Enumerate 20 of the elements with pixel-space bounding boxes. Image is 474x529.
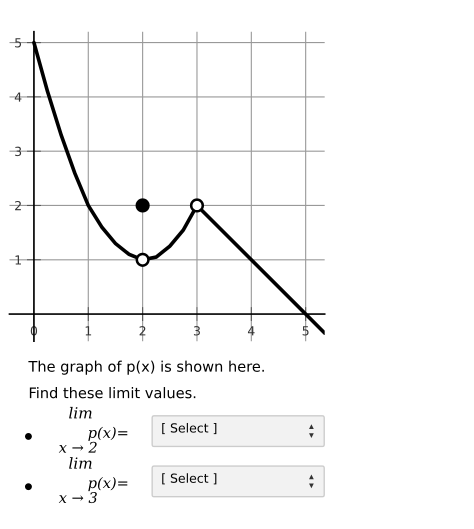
text: [ Select ] <box>162 473 216 484</box>
y-tick-label: 3 <box>15 146 22 156</box>
text: p(x)= <box>88 476 128 492</box>
text: x → 2 <box>58 442 97 453</box>
text: x → 3 <box>58 492 97 504</box>
text: [ Select ] <box>162 422 216 434</box>
text: p(x)= <box>88 426 128 441</box>
y-tick-label: 5 <box>15 38 22 48</box>
y-tick-label: 1 <box>16 255 21 265</box>
x-tick-label: 3 <box>194 326 200 336</box>
text: Find these limit values. <box>30 387 196 398</box>
x-tick-label: 2 <box>140 326 146 336</box>
text: lim <box>69 406 92 418</box>
text: lim <box>69 457 92 469</box>
text: The graph of p(x) is shown here. <box>28 360 264 375</box>
y-tick-label: 4 <box>14 92 22 102</box>
x-tick-label: 5 <box>302 326 309 336</box>
y-tick-label: 2 <box>15 200 21 210</box>
x-tick-label: 1 <box>86 326 92 336</box>
x-tick-label: 4 <box>248 326 255 336</box>
